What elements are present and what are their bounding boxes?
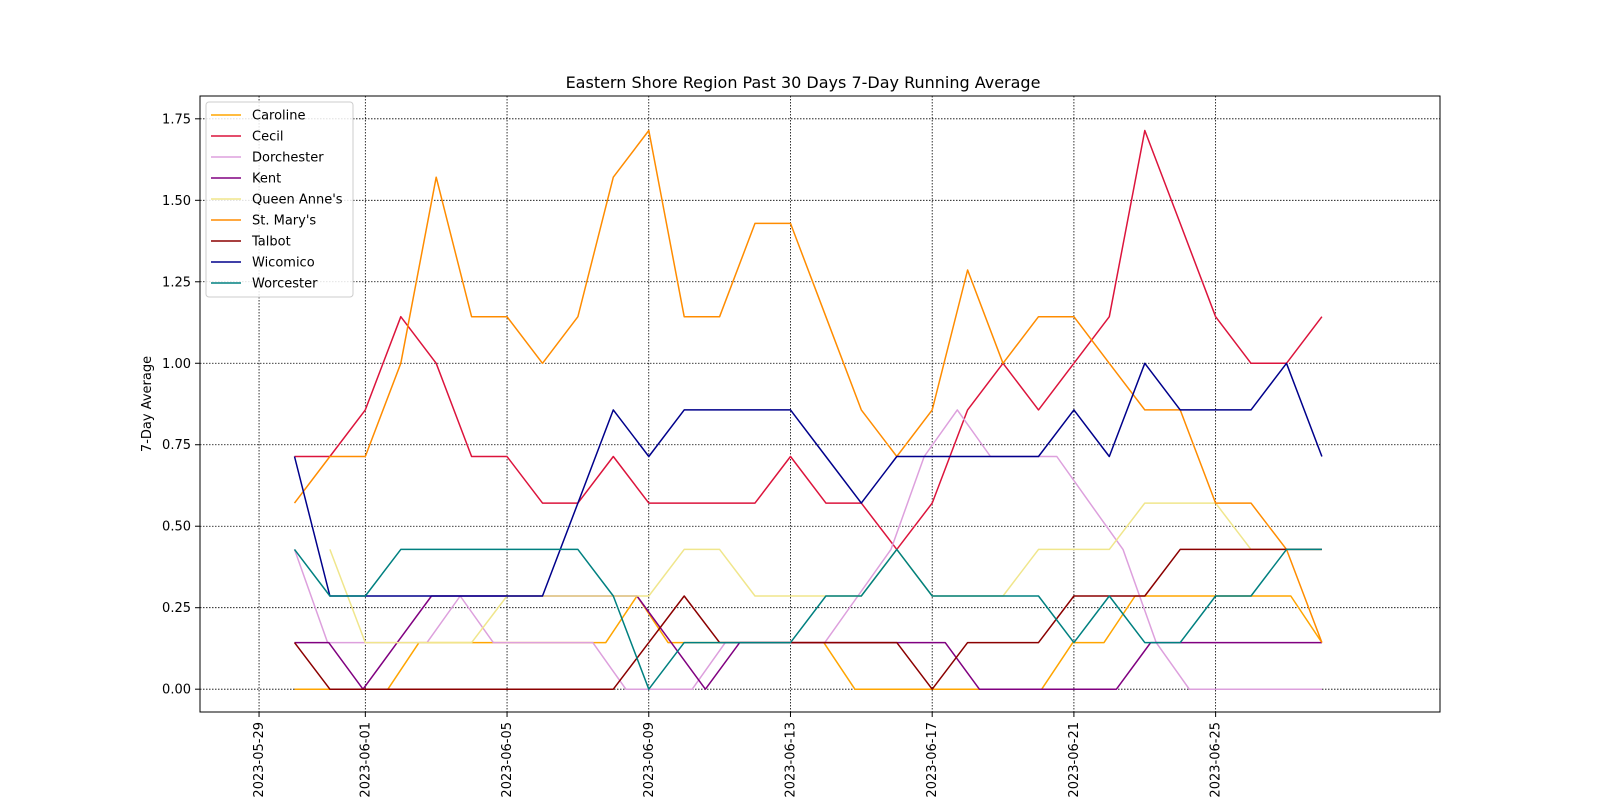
y-tick-label: 0.50 xyxy=(162,520,191,535)
series-lines xyxy=(293,129,1323,690)
x-tick-label: 2023-06-25 xyxy=(1209,722,1224,798)
y-axis-label: 7-Day Average xyxy=(140,356,155,452)
series-line-worcester xyxy=(293,548,1322,690)
y-tick-label: 0.00 xyxy=(162,683,191,698)
y-tick-label: 0.25 xyxy=(162,601,191,616)
series-line-st-mary-s xyxy=(293,129,1323,643)
y-tick-label: 0.75 xyxy=(162,438,191,453)
series-line-cecil xyxy=(294,129,1323,551)
x-tick-label: 2023-06-17 xyxy=(925,722,940,798)
plot-area-frame xyxy=(199,95,1441,713)
chart-title: Eastern Shore Region Past 30 Days 7-Day … xyxy=(566,73,1041,92)
legend-label: St. Mary's xyxy=(252,214,316,229)
y-tick-label: 1.50 xyxy=(162,194,191,209)
series-line-wicomico xyxy=(293,362,1323,597)
legend-label: Queen Anne's xyxy=(252,193,343,208)
x-tick-label: 2023-06-01 xyxy=(358,722,373,798)
x-tick-label: 2023-06-21 xyxy=(1067,722,1082,798)
legend-label: Worcester xyxy=(252,277,318,292)
legend-label: Caroline xyxy=(252,109,306,124)
y-tick-label: 1.75 xyxy=(162,112,191,127)
legend-label: Cecil xyxy=(252,130,283,145)
x-tick-label: 2023-06-09 xyxy=(642,722,657,798)
legend-label: Wicomico xyxy=(252,256,315,271)
x-axis: 2023-05-29 2023-06-01 2023-06-05 2023-06-09… xyxy=(252,712,1224,798)
x-tick-label: 2023-06-13 xyxy=(783,722,798,798)
y-tick-label: 1.00 xyxy=(162,357,191,372)
series-line-talbot xyxy=(293,548,1322,690)
legend-box xyxy=(205,101,354,298)
y-axis: 0.00 0.25 0.50 0.75 1.00 1.25 1.50 1.75 xyxy=(162,112,200,698)
x-tick-label: 2023-05-29 xyxy=(252,722,267,798)
legend-label: Talbot xyxy=(251,235,291,250)
legend-label: Kent xyxy=(252,172,281,187)
legend: Caroline Cecil Dorchester Kent Queen Anne's S… xyxy=(205,101,354,298)
legend-label: Dorchester xyxy=(252,151,324,166)
x-tick-label: 2023-06-05 xyxy=(500,722,515,798)
y-tick-label: 1.25 xyxy=(162,275,191,290)
